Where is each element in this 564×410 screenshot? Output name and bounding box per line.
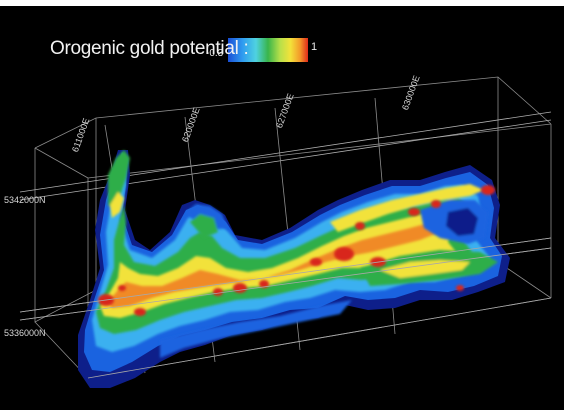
hotspot (355, 222, 365, 230)
hotspot (233, 283, 247, 293)
northing-bottom-label: 5336000N (4, 328, 46, 338)
hotspot (310, 258, 322, 266)
hotspot (481, 185, 495, 195)
legend-min-label: -0.3 (206, 48, 224, 59)
hotspot (118, 285, 126, 291)
hotspot (134, 308, 146, 316)
east-upper-band (330, 184, 484, 232)
hotspot (334, 247, 354, 261)
east-lower-band-yellow (380, 260, 470, 278)
hotspot (408, 208, 420, 216)
northing-top-label: 5342000N (4, 195, 46, 205)
legend-title: Orogenic gold potential : (50, 38, 249, 59)
bounding-box-front (19, 237, 552, 379)
layer-orange (108, 222, 446, 308)
hotspot (259, 280, 269, 288)
north-branch (108, 150, 130, 210)
east-lobe-deep (446, 208, 478, 236)
hotspot (456, 285, 464, 291)
mid-branch-green (190, 214, 218, 238)
legend-color-bar (228, 38, 308, 62)
orebody-branches (108, 150, 498, 358)
hotspot (213, 288, 223, 296)
top-white-strip (0, 0, 564, 6)
north-branch-yellow (110, 192, 124, 218)
hotspot (431, 200, 441, 208)
legend-max-label: 1 (311, 41, 318, 53)
layer-yellow (100, 208, 458, 318)
south-lower-band (160, 300, 352, 358)
